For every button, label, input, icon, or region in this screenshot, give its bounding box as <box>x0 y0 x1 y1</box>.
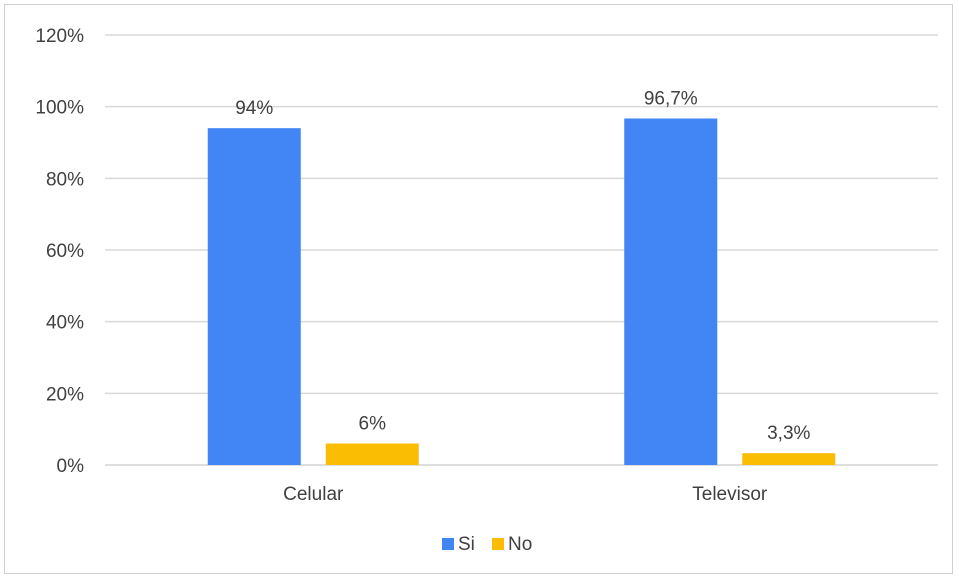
bar-si-televisor <box>624 118 718 465</box>
bar-no-celular <box>325 443 419 465</box>
legend: Si No <box>442 534 532 555</box>
y-tick-label: 40% <box>46 313 84 334</box>
bar-no-televisor <box>742 453 836 465</box>
data-label: 94% <box>235 98 273 119</box>
y-tick-label: 0% <box>57 456 85 477</box>
y-tick-label: 60% <box>46 241 84 262</box>
bar-si-celular <box>207 128 301 465</box>
data-label: 3,3% <box>767 423 810 444</box>
y-tick-label: 20% <box>46 384 84 405</box>
bars <box>207 118 836 465</box>
y-tick-label: 100% <box>35 98 84 119</box>
legend-swatch-si <box>442 538 454 550</box>
y-tick-label: 80% <box>46 169 84 190</box>
legend-label-si: Si <box>458 534 475 555</box>
data-label: 96,7% <box>644 88 698 109</box>
x-category-label: Televisor <box>692 484 768 505</box>
x-axis-category-labels: Celular Televisor <box>283 484 768 505</box>
y-tick-label: 120% <box>35 26 84 47</box>
legend-swatch-no <box>492 538 504 550</box>
data-label: 6% <box>359 414 387 435</box>
chart-frame <box>4 4 953 574</box>
x-category-label: Celular <box>283 484 344 505</box>
y-axis-tick-labels: 0% 20% 40% 60% 80% 100% 120% <box>35 26 84 477</box>
legend-label-no: No <box>508 534 532 555</box>
data-labels: 94% 6% 96,7% 3,3% <box>235 88 810 444</box>
